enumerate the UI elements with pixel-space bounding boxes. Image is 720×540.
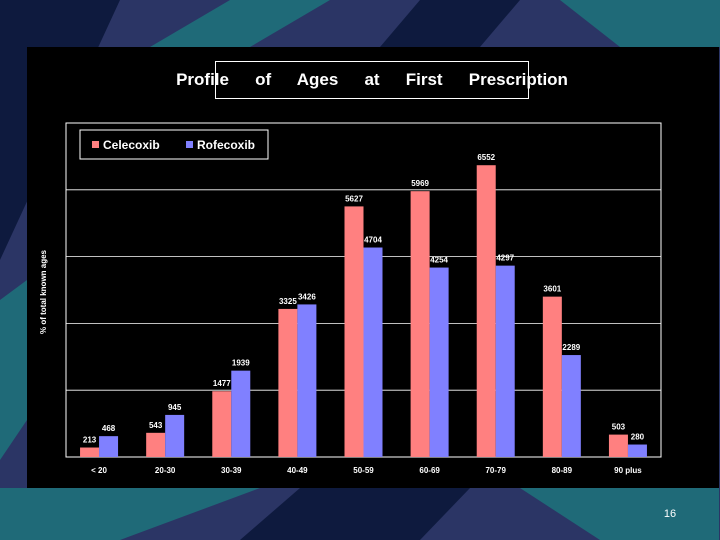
bar-data-label: 1939 [232,359,250,368]
x-tick-label: 30-39 [221,466,242,475]
x-tick-label: 70-79 [485,466,506,475]
bar-celecoxib [80,447,100,457]
background-stripe [0,280,27,460]
background-stripe [150,0,330,47]
bar-data-label: 2289 [562,343,580,352]
background-stripe [520,488,719,540]
bar-rofecoxib [165,414,185,457]
background-stripe [0,488,260,540]
legend-box [79,129,269,160]
bar-data-label: 4297 [496,254,514,263]
x-tick-label: 90 plus [614,466,642,475]
bar-celecoxib [146,432,166,457]
background-stripe [560,0,720,47]
x-tick-label: < 20 [91,466,107,475]
bar-celecoxib [212,391,232,457]
bar-data-label: 4254 [430,256,448,265]
y-axis-label: % of total known ages [39,249,48,334]
bar-rofecoxib [495,265,515,457]
background-stripe [240,488,470,540]
bar-data-label: 3601 [543,285,561,294]
bar-data-label: 6552 [477,153,495,162]
x-tick-label: 80-89 [552,466,573,475]
x-tick-label: 20-30 [155,466,176,475]
chart-title: Profile of Ages at First Prescription [176,61,568,99]
x-tick-label: 40-49 [287,466,308,475]
bar-data-label: 3325 [279,297,297,306]
bar-celecoxib [410,191,430,457]
bar-rofecoxib [231,370,251,457]
bar-data-label: 213 [83,436,97,445]
bar-data-label: 1477 [213,379,231,388]
bar-rofecoxib [627,444,647,457]
bar-data-label: 5969 [411,179,429,188]
x-tick-label: 50-59 [353,466,374,475]
bar-data-label: 945 [168,403,182,412]
bar-rofecoxib [297,304,317,457]
bar-rofecoxib [363,247,383,457]
bar-celecoxib [542,296,562,457]
bar-celecoxib [608,434,628,457]
bar-data-label: 5627 [345,194,363,203]
x-tick-label: 60-69 [419,466,440,475]
bar-celecoxib [278,308,298,457]
bar-rofecoxib [99,436,119,457]
legend-swatch [92,141,99,148]
bar-data-label: 4704 [364,236,382,245]
legend-swatch [186,141,193,148]
bar-data-label: 3426 [298,292,316,301]
legend-label: Rofecoxib [197,138,255,152]
bar-data-label: 503 [612,423,626,432]
bar-data-label: 543 [149,421,163,430]
bar-data-label: 468 [102,424,116,433]
bar-rofecoxib [561,355,581,457]
bar-celecoxib [476,165,496,458]
bar-data-label: 280 [631,433,645,442]
legend-label: Celecoxib [103,138,160,152]
background-stripe [380,0,520,47]
slide-number: 16 [663,508,677,520]
bar-rofecoxib [429,267,449,457]
bar-celecoxib [344,206,364,457]
